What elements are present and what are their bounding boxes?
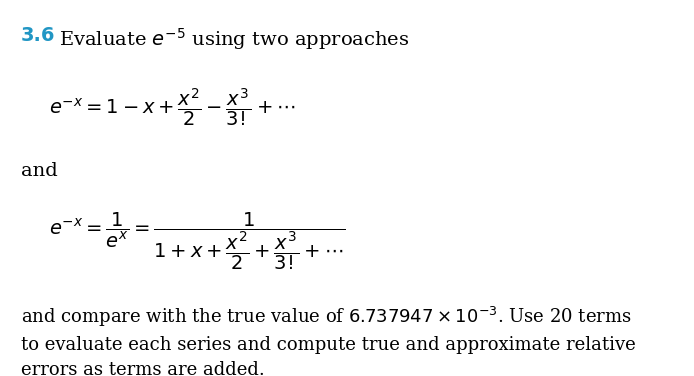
Text: $e^{-x} = 1 - x + \dfrac{x^2}{2} - \dfrac{x^3}{3!} + \cdots$: $e^{-x} = 1 - x + \dfrac{x^2}{2} - \dfra… bbox=[49, 86, 295, 129]
Text: 3.6: 3.6 bbox=[21, 26, 56, 45]
Text: and compare with the true value of $6.737947 \times 10^{-3}$. Use 20 terms
to ev: and compare with the true value of $6.73… bbox=[21, 305, 636, 376]
Text: Evaluate $e^{-5}$ using two approaches: Evaluate $e^{-5}$ using two approaches bbox=[59, 26, 409, 52]
Text: $e^{-x} = \dfrac{1}{e^x} = \dfrac{1}{1 + x + \dfrac{x^2}{2} + \dfrac{x^3}{3!} + : $e^{-x} = \dfrac{1}{e^x} = \dfrac{1}{1 +… bbox=[49, 211, 345, 272]
Text: and: and bbox=[21, 162, 58, 180]
